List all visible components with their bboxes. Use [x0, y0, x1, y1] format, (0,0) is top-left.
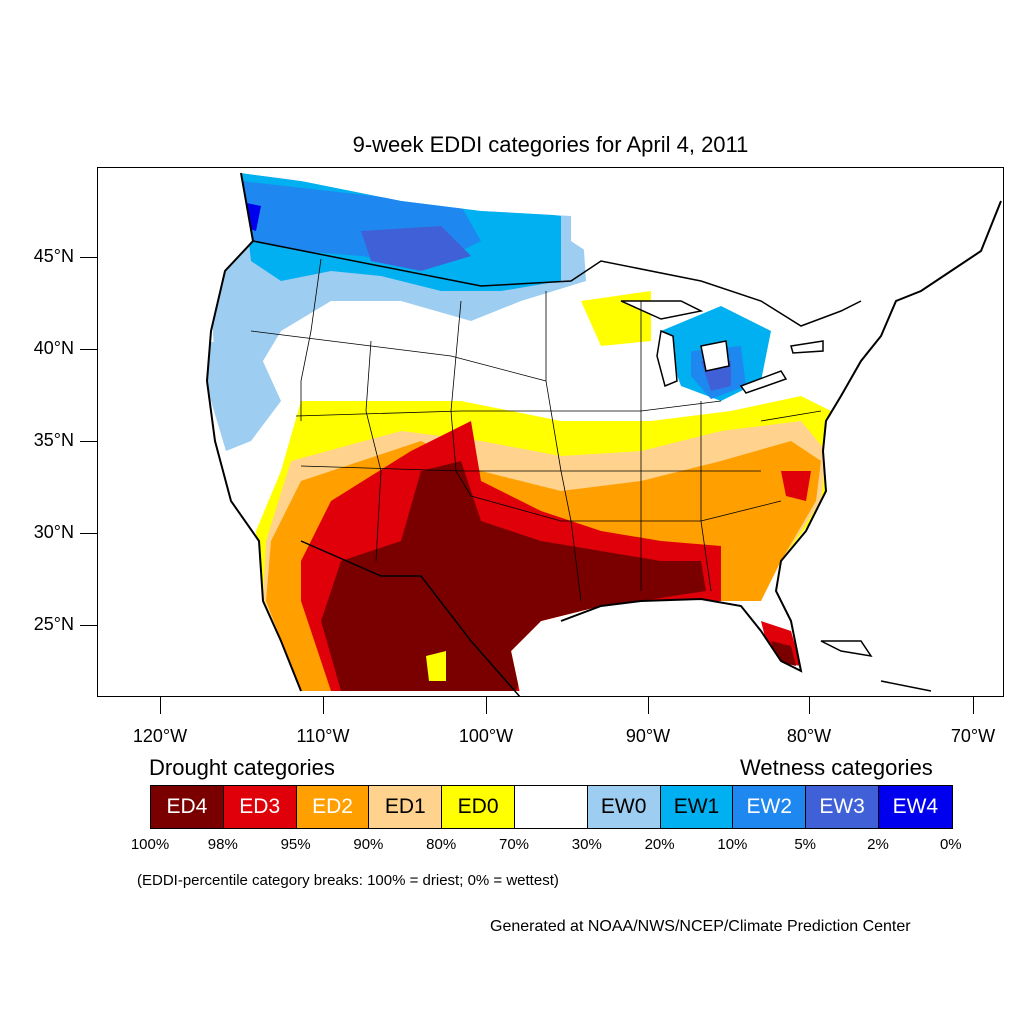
lat-tick: [80, 349, 97, 350]
legend-box-ed0: ED0: [442, 786, 515, 828]
lat-tick: [80, 441, 97, 442]
lon-label-120: 120°W: [132, 726, 188, 746]
percentile-label: 80%: [426, 836, 457, 853]
legend-box-normal: [514, 786, 588, 828]
drought-heading: Drought categories: [149, 755, 335, 780]
percentile-label: 2%: [867, 836, 889, 853]
map-title: 9-week EDDI categories for April 4, 2011: [352, 132, 749, 157]
lon-label-100: 100°W: [458, 726, 514, 746]
category-note: (EDDI-percentile category breaks: 100% =…: [137, 872, 559, 889]
legend-box-ed3: ED3: [223, 786, 297, 828]
percentile-label: 30%: [571, 836, 602, 853]
lon-tick: [648, 697, 649, 714]
percentile-label: 100%: [130, 836, 170, 853]
lon-tick: [809, 697, 810, 714]
lat-label-45: 45°N: [33, 246, 74, 266]
percentile-label: 90%: [353, 836, 384, 853]
percentile-label: 98%: [207, 836, 238, 853]
lon-label-90: 90°W: [625, 726, 671, 746]
lon-tick: [323, 697, 324, 714]
legend-box-ew4: EW4: [878, 786, 952, 828]
lon-label-80: 80°W: [786, 726, 832, 746]
percentile-label: 95%: [280, 836, 311, 853]
legend-box-ew2: EW2: [733, 786, 807, 828]
percentile-label: 0%: [939, 836, 962, 853]
lat-label-25: 25°N: [33, 614, 74, 634]
lat-label-35: 35°N: [33, 430, 74, 450]
lon-label-70: 70°W: [950, 726, 996, 746]
lon-tick: [160, 697, 161, 714]
percentile-label: 20%: [644, 836, 675, 853]
eddi-map: [97, 167, 1004, 697]
lat-tick: [80, 625, 97, 626]
wetness-heading: Wetness categories: [740, 755, 933, 780]
legend-box-ew3: EW3: [806, 786, 879, 828]
map-canvas: [205, 172, 1002, 696]
lon-tick: [973, 697, 974, 714]
legend-box-ed4: ED4: [151, 786, 224, 828]
credit-line: Generated at NOAA/NWS/NCEP/Climate Predi…: [490, 918, 911, 935]
legend-box-ed2: ED2: [296, 786, 370, 828]
lon-label-110: 110°W: [296, 726, 350, 746]
percentile-label: 5%: [794, 836, 817, 853]
percentile-label: 70%: [498, 836, 530, 853]
eddi-fields: [207, 173, 896, 696]
category-legend: ED4 ED3 ED2 ED1 ED0 EW0 EW1 EW2 EW3 EW4: [150, 785, 953, 829]
lat-tick: [80, 257, 97, 258]
lon-tick: [486, 697, 487, 714]
lat-tick: [80, 533, 97, 534]
legend-box-ew1: EW1: [660, 786, 734, 828]
percentile-label: 10%: [717, 836, 748, 853]
lat-label-40: 40°N: [33, 338, 74, 358]
legend-box-ed1: ED1: [369, 786, 443, 828]
lat-label-30: 30°N: [33, 522, 74, 542]
legend-box-ew0: EW0: [587, 786, 661, 828]
